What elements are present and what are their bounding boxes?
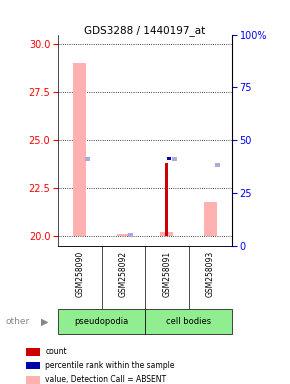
Bar bbox=[160, 232, 173, 236]
Text: percentile rank within the sample: percentile rank within the sample bbox=[46, 361, 175, 370]
Bar bbox=[26, 348, 40, 356]
Text: GSM258093: GSM258093 bbox=[206, 251, 215, 297]
Bar bbox=[165, 163, 168, 236]
Bar bbox=[172, 157, 177, 161]
Text: GSM258092: GSM258092 bbox=[119, 251, 128, 297]
Text: GSM258090: GSM258090 bbox=[75, 251, 84, 297]
Text: GDS3288 / 1440197_at: GDS3288 / 1440197_at bbox=[84, 25, 206, 36]
Text: cell bodies: cell bodies bbox=[166, 317, 211, 326]
Text: value, Detection Call = ABSENT: value, Detection Call = ABSENT bbox=[46, 375, 166, 384]
Text: ▶: ▶ bbox=[41, 316, 48, 327]
Bar bbox=[73, 63, 86, 236]
Bar bbox=[145, 309, 232, 334]
Bar bbox=[204, 202, 217, 236]
Text: pseudopodia: pseudopodia bbox=[74, 317, 129, 326]
Bar bbox=[26, 376, 40, 384]
Bar bbox=[215, 163, 220, 167]
Text: count: count bbox=[46, 347, 67, 356]
Bar bbox=[128, 233, 133, 237]
Bar bbox=[117, 234, 130, 236]
Bar bbox=[167, 157, 171, 160]
Bar bbox=[58, 309, 145, 334]
Text: other: other bbox=[6, 317, 30, 326]
Bar bbox=[26, 362, 40, 369]
Bar bbox=[85, 157, 90, 161]
Text: GSM258091: GSM258091 bbox=[162, 251, 171, 297]
